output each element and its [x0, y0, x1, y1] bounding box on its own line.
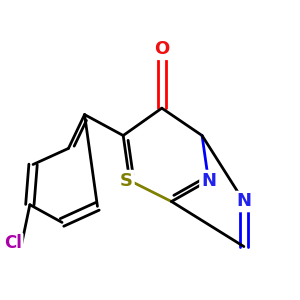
Text: S: S: [120, 172, 133, 190]
Text: Cl: Cl: [4, 234, 22, 252]
Text: N: N: [201, 172, 216, 190]
Text: N: N: [236, 193, 251, 211]
Text: O: O: [154, 40, 170, 58]
